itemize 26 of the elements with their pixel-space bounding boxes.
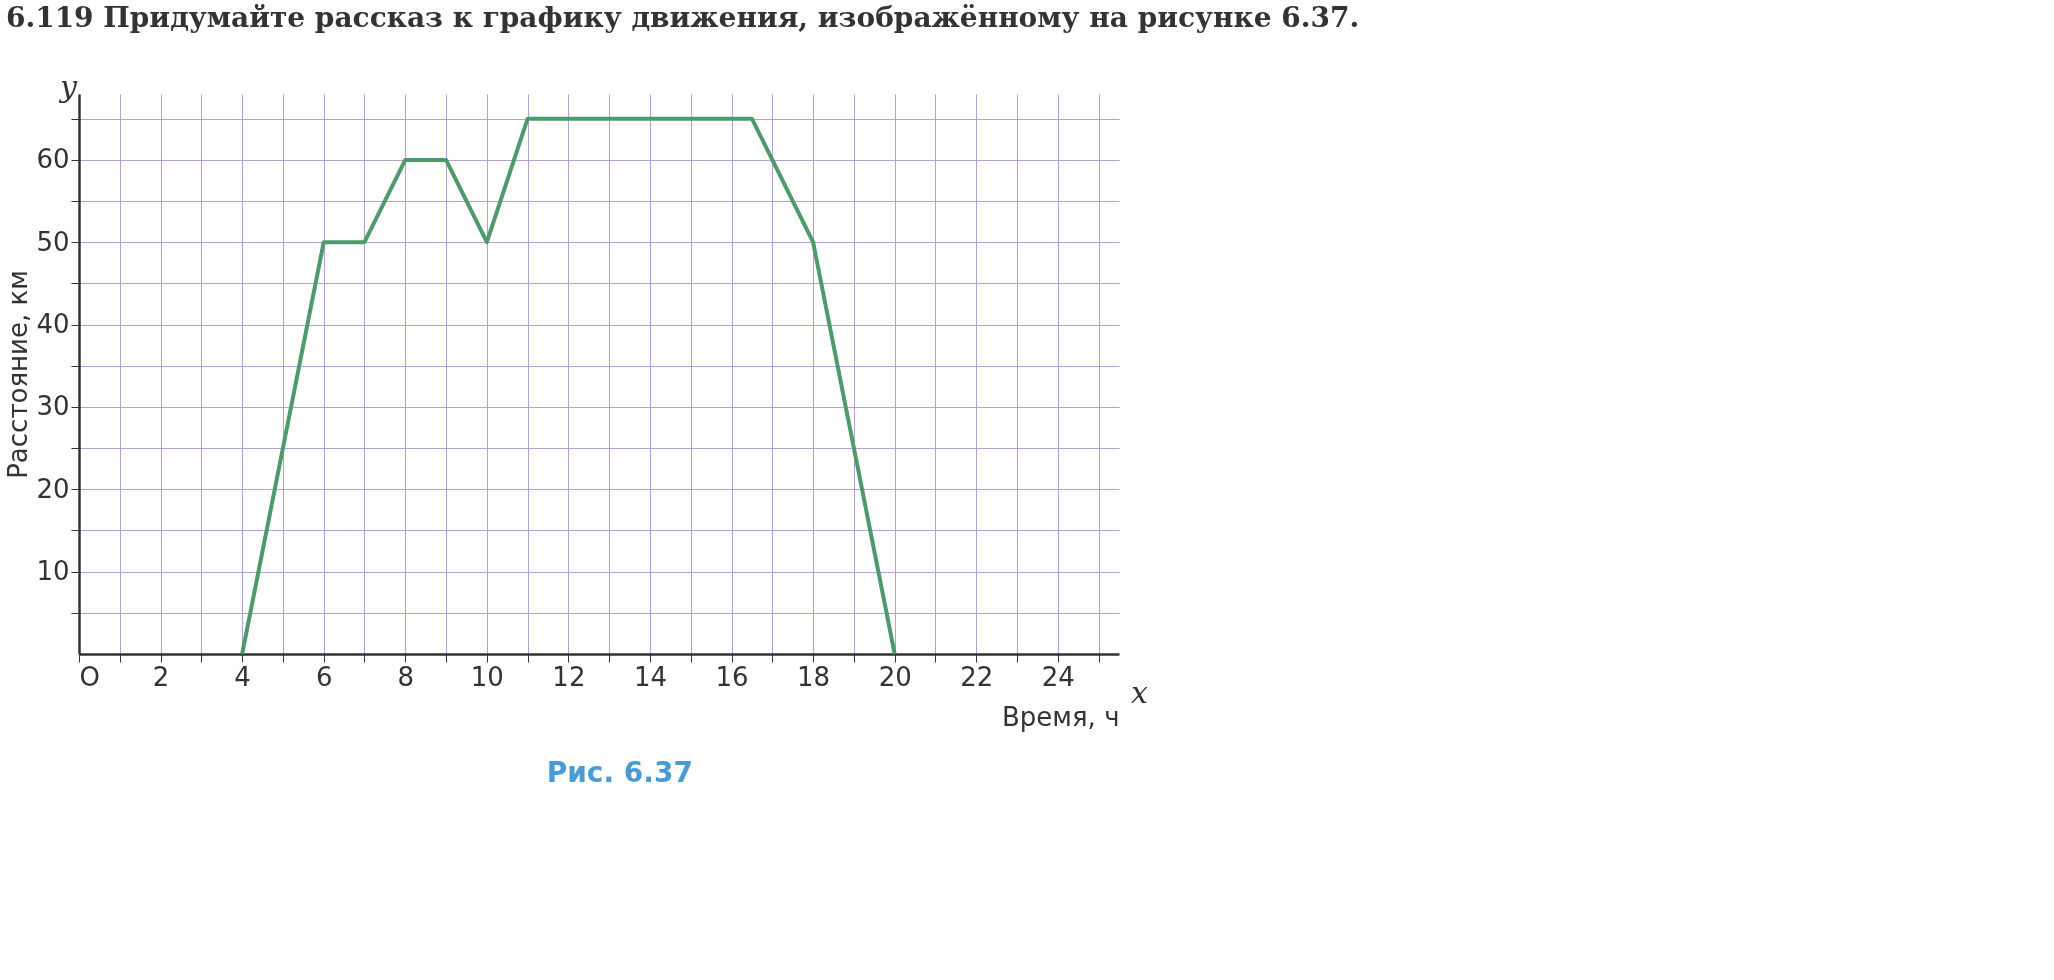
y-tick-label: 40 xyxy=(36,309,70,340)
x-tick-label: 2 xyxy=(152,661,170,692)
text: y xyxy=(58,69,79,104)
y-tick-label: 30 xyxy=(36,391,70,422)
x-tick-label: 20 xyxy=(878,661,912,692)
x-tick-label: 18 xyxy=(797,661,831,692)
chart-title: 6.119 Придумайте рассказ к графику движения, изображённому на рисунке 6.37. xyxy=(5,1,1360,34)
text: x xyxy=(1131,675,1148,710)
x-tick-label: 22 xyxy=(960,661,994,692)
x-tick-label: 10 xyxy=(470,661,504,692)
x-tick-label: 12 xyxy=(552,661,586,692)
x-tick-label: 4 xyxy=(234,661,251,692)
x-axis-title: Время, ч xyxy=(1002,701,1120,732)
y-tick-label: 50 xyxy=(36,226,70,257)
x-tick-label: 16 xyxy=(715,661,749,692)
x-tick-label: O xyxy=(79,661,100,692)
y-tick-label: 10 xyxy=(36,556,70,587)
x-tick-label: 8 xyxy=(397,661,415,692)
text: Рис. 6.37 xyxy=(546,756,693,789)
y-tick-label: 20 xyxy=(36,473,70,504)
x-tick-label: 14 xyxy=(633,661,668,692)
x-tick-label: 24 xyxy=(1041,661,1075,692)
x-tick-label: 6 xyxy=(315,661,333,692)
line-series xyxy=(240,116,897,656)
y-tick-label: 60 xyxy=(36,144,70,175)
y-axis-title: Расстояние, км xyxy=(3,270,34,479)
